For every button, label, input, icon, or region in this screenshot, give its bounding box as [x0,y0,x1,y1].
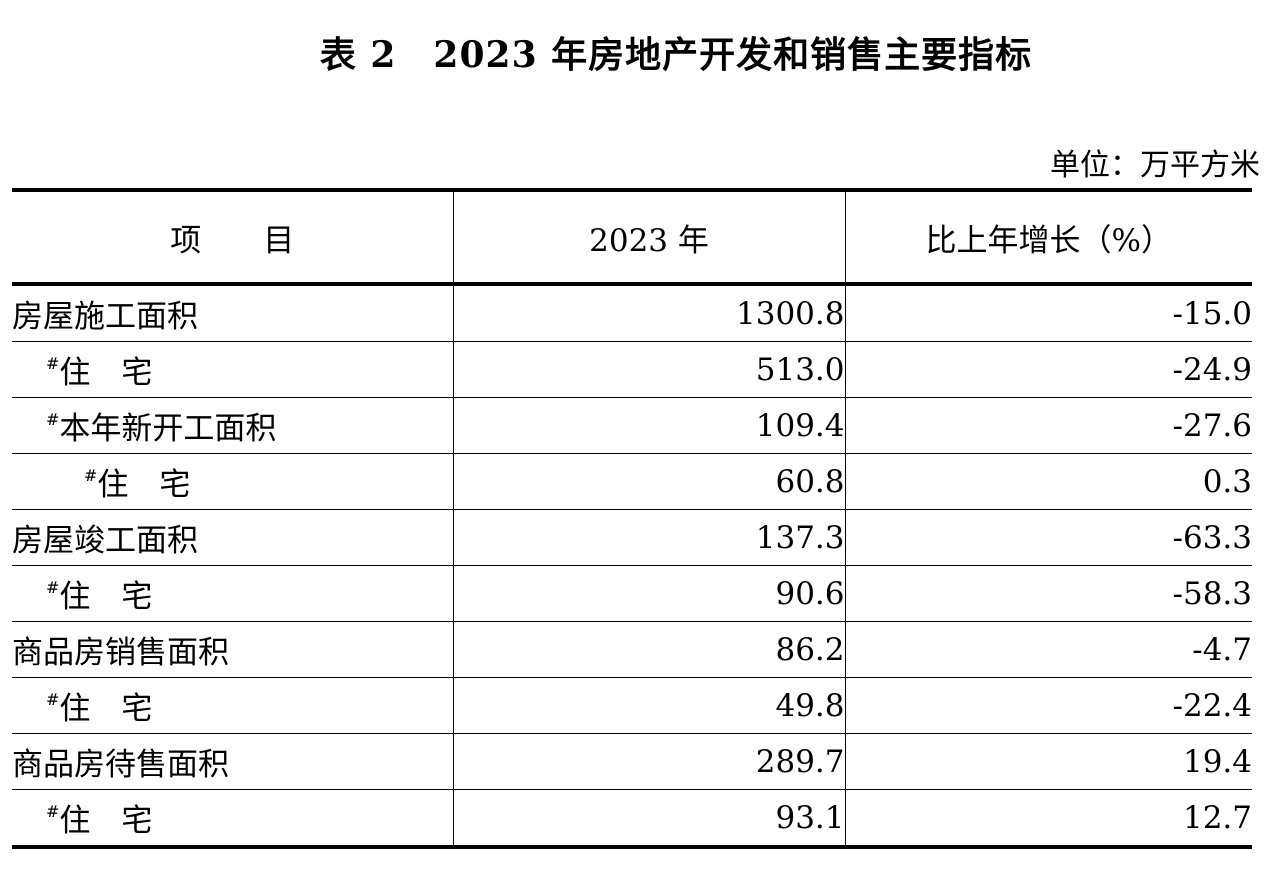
value-cell: 90.6 [452,565,846,622]
table-row: 商品房销售面积 86.2 -4.7 [12,621,1252,678]
value-cell: 1300.8 [452,284,846,342]
footnote-mark: # [46,354,60,373]
row-label-cell: #住 宅 [12,341,454,398]
row-label: 房屋竣工面积 [12,523,198,559]
column-header: 比上年增长（%） [844,190,1252,286]
value-cell: -24.9 [844,341,1252,398]
row-label: 住 宅 [59,579,153,615]
row-label-cell: 房屋施工面积 [12,284,454,342]
footnote-mark: # [46,578,60,597]
value-cell: 109.4 [452,397,846,454]
footnote-mark: # [46,802,60,821]
row-label-cell: #本年新开工面积 [12,397,454,454]
value-cell: -22.4 [844,677,1252,734]
footnote-mark: # [46,690,60,709]
table-row: 房屋竣工面积 137.3 -63.3 [12,509,1252,566]
value-cell: -4.7 [844,621,1252,678]
table-row: #住 宅 513.0 -24.9 [12,341,1252,398]
table-row: #住 宅 90.6 -58.3 [12,565,1252,622]
row-label-cell: #住 宅 [12,453,454,510]
value-cell: 0.3 [844,453,1252,510]
row-label: 住 宅 [59,803,153,839]
row-label-cell: 商品房销售面积 [12,621,454,678]
value-cell: -63.3 [844,509,1252,566]
column-header: 2023 年 [452,190,846,286]
unit: 单位：万平方米 [1050,148,1260,183]
footnote-mark: # [46,410,60,429]
table-row: #住 宅 49.8 -22.4 [12,677,1252,734]
table-row: #本年新开工面积 109.4 -27.6 [12,397,1252,454]
row-label: 房屋施工面积 [12,299,198,335]
row-label: 本年新开工面积 [59,411,277,447]
table-row: 商品房待售面积 289.7 19.4 [12,733,1252,790]
table-row: #住 宅 60.8 0.3 [12,453,1252,510]
value-cell: -15.0 [844,284,1252,342]
row-label: 住 宅 [97,467,191,503]
value-cell: -58.3 [844,565,1252,622]
title: 表 2 2023 年房地产开发和销售主要指标 [319,34,1033,76]
column-header: 项 目 [12,190,454,286]
footnote-mark: # [84,466,98,485]
value-cell: 12.7 [844,789,1252,847]
table-row: #住 宅 93.1 12.7 [12,789,1252,847]
value-cell: 49.8 [452,677,846,734]
value-cell: 137.3 [452,509,846,566]
row-label-cell: #住 宅 [12,565,454,622]
value-cell: -27.6 [844,397,1252,454]
row-label-cell: #住 宅 [12,677,454,734]
row-label: 住 宅 [59,691,153,727]
value-cell: 19.4 [844,733,1252,790]
value-cell: 513.0 [452,341,846,398]
table-row: 房屋施工面积 1300.8 -15.0 [12,284,1252,342]
row-label: 住 宅 [59,355,153,391]
value-cell: 86.2 [452,621,846,678]
row-label-cell: 房屋竣工面积 [12,509,454,566]
header-row: 项 目 2023 年 比上年增长（%） [12,190,1252,286]
row-label: 商品房销售面积 [12,635,229,671]
value-cell: 60.8 [452,453,846,510]
row-label: 商品房待售面积 [12,747,229,783]
value-cell: 93.1 [452,789,846,847]
table: 项 目 2023 年 比上年增长（%） 房屋施工面积 1300.8 -15.0 #住 … [12,188,1252,849]
row-label-cell: 商品房待售面积 [12,733,454,790]
row-label-cell: #住 宅 [12,789,454,847]
value-cell: 289.7 [452,733,846,790]
